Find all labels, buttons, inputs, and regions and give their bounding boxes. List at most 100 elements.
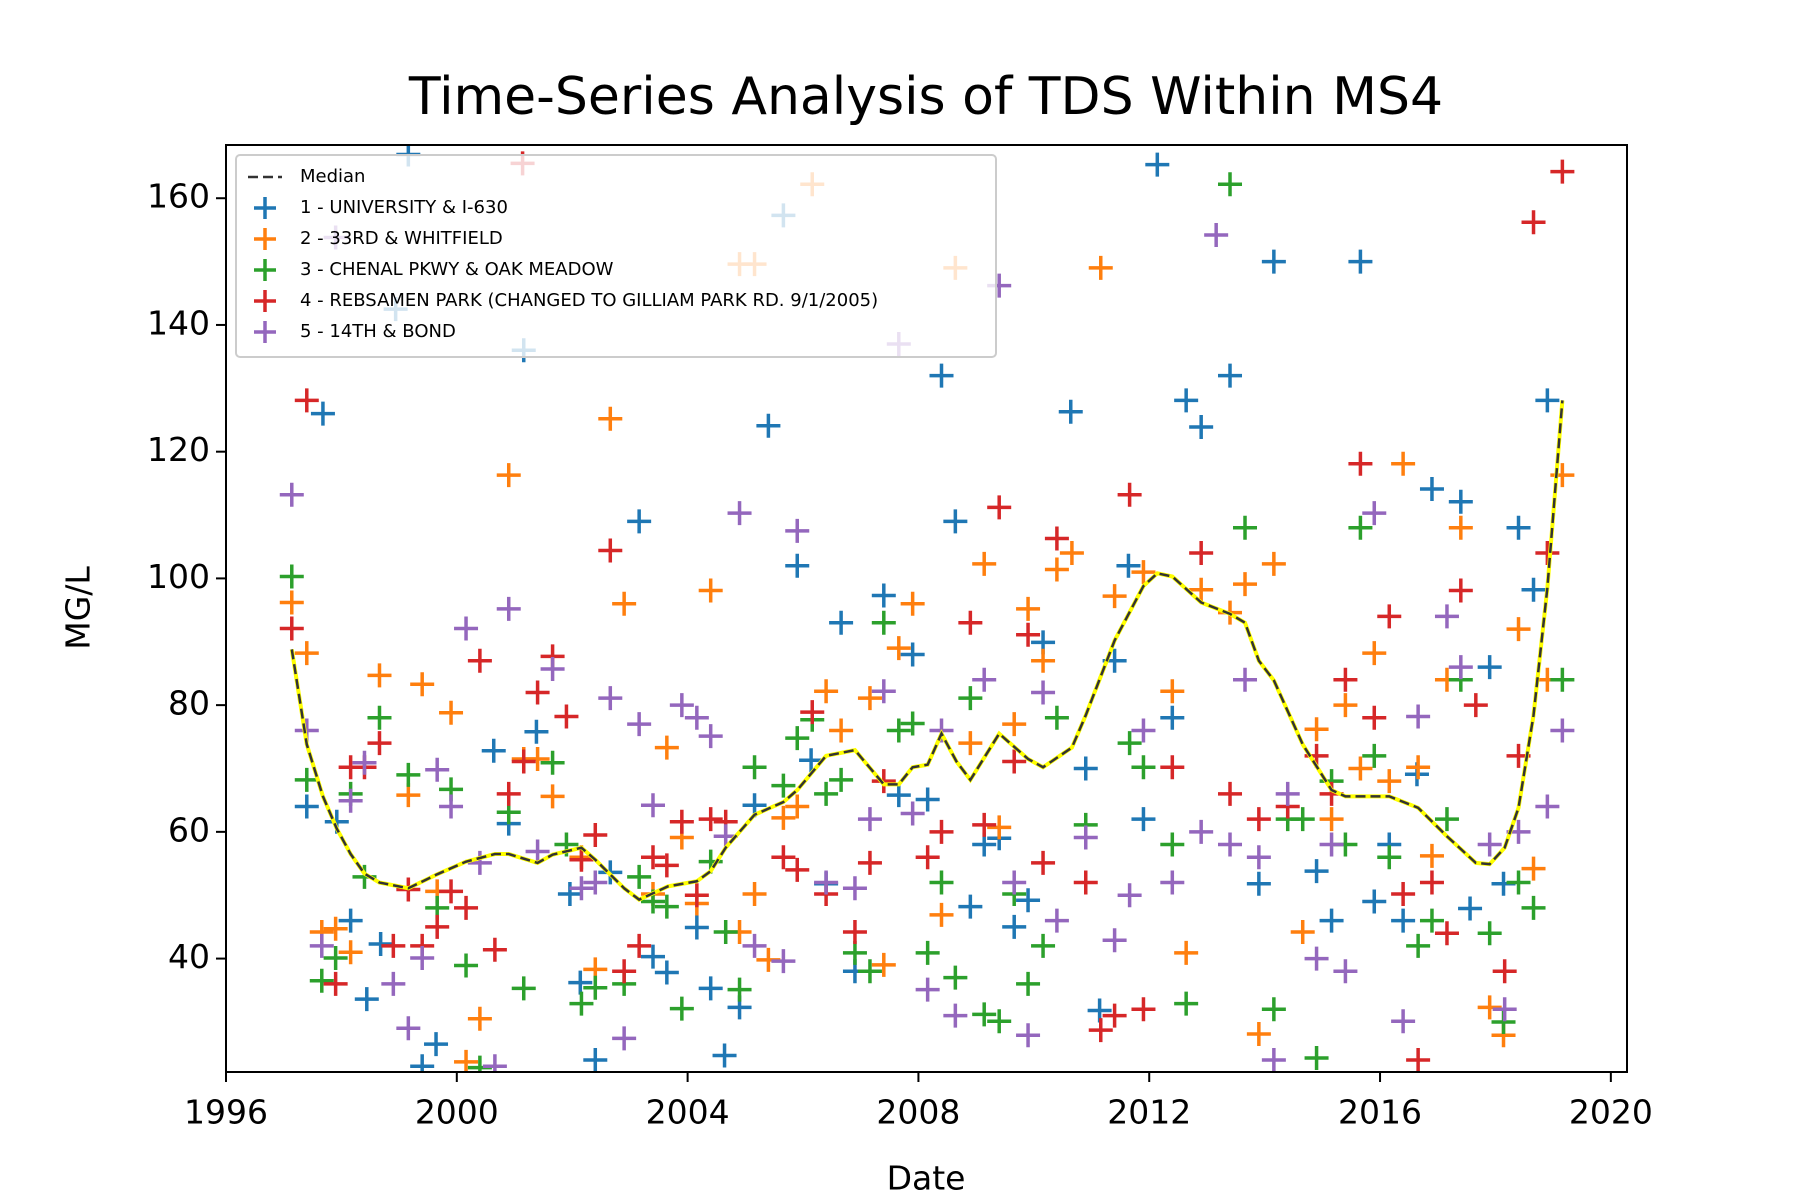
point	[886, 636, 911, 661]
point	[1348, 249, 1373, 274]
point	[368, 932, 393, 957]
point	[1160, 705, 1185, 730]
point	[1477, 832, 1502, 857]
point	[627, 933, 652, 958]
point	[338, 908, 363, 933]
point	[886, 783, 911, 808]
point	[583, 823, 608, 848]
point	[1059, 541, 1084, 566]
point	[511, 749, 536, 774]
point	[1333, 959, 1358, 984]
point	[1406, 1047, 1431, 1072]
point	[511, 976, 536, 1001]
point	[1044, 557, 1069, 582]
point	[424, 1032, 449, 1057]
point	[958, 610, 983, 635]
point	[1391, 881, 1416, 906]
point	[1550, 667, 1575, 692]
point	[410, 945, 435, 970]
point	[1290, 807, 1315, 832]
legend-label: 2 - 33RD & WHITFIELD	[300, 228, 503, 249]
point	[367, 663, 392, 688]
point	[396, 783, 421, 808]
point	[1261, 997, 1286, 1022]
point	[1261, 551, 1286, 576]
point	[1506, 515, 1531, 540]
point	[800, 700, 825, 725]
point	[279, 590, 304, 615]
point	[698, 724, 723, 749]
point	[829, 767, 854, 792]
point	[1535, 388, 1560, 413]
point	[1304, 717, 1329, 742]
point	[1521, 895, 1546, 920]
point	[1044, 908, 1069, 933]
point	[871, 769, 896, 794]
point	[1174, 991, 1199, 1016]
point	[1406, 704, 1431, 729]
point	[1492, 959, 1517, 984]
point	[958, 894, 983, 919]
point	[482, 1054, 507, 1072]
point	[1233, 667, 1258, 692]
point	[1102, 1003, 1127, 1028]
x-axis-label: Date	[887, 1159, 966, 1198]
point	[598, 686, 623, 711]
point	[1031, 648, 1056, 673]
y-tick-label: 80	[168, 684, 210, 723]
point	[627, 509, 652, 534]
point	[1218, 363, 1243, 388]
point	[439, 794, 464, 819]
point	[842, 940, 867, 965]
point	[381, 971, 406, 996]
point	[829, 718, 854, 743]
point	[309, 968, 334, 993]
point	[654, 735, 679, 760]
point	[1233, 572, 1258, 597]
point	[1261, 1047, 1286, 1072]
point	[771, 805, 796, 830]
point	[1002, 914, 1027, 939]
point	[842, 876, 867, 901]
point	[1246, 1021, 1271, 1046]
point	[279, 564, 304, 589]
point	[352, 750, 377, 775]
point	[712, 1043, 737, 1068]
point	[496, 596, 521, 621]
point	[496, 463, 521, 488]
point	[525, 746, 550, 771]
point	[1131, 807, 1156, 832]
point	[1131, 718, 1156, 743]
point	[338, 940, 363, 965]
x-tick-label: 2012	[1107, 1093, 1191, 1132]
point	[1131, 560, 1156, 585]
point	[568, 970, 593, 995]
point	[1377, 769, 1402, 794]
point	[654, 960, 679, 985]
chart-title: Time-Series Analysis of TDS Within MS4	[408, 67, 1443, 127]
point	[310, 401, 335, 426]
point	[612, 1026, 637, 1051]
point	[799, 748, 824, 773]
point	[871, 952, 896, 977]
point	[569, 991, 594, 1016]
point	[396, 1016, 421, 1041]
point	[871, 679, 896, 704]
point	[1391, 1009, 1416, 1034]
point	[496, 781, 521, 806]
point	[1117, 731, 1142, 756]
point	[1362, 705, 1387, 730]
point	[654, 853, 679, 878]
point	[698, 578, 723, 603]
point	[1362, 889, 1387, 914]
point	[1492, 997, 1517, 1022]
point	[569, 876, 594, 901]
point	[1189, 577, 1214, 602]
point	[1218, 832, 1243, 857]
point	[1434, 807, 1459, 832]
point	[929, 363, 954, 388]
point	[1002, 712, 1027, 737]
legend-label: 5 - 14TH & BOND	[300, 321, 456, 342]
point	[1246, 845, 1271, 870]
